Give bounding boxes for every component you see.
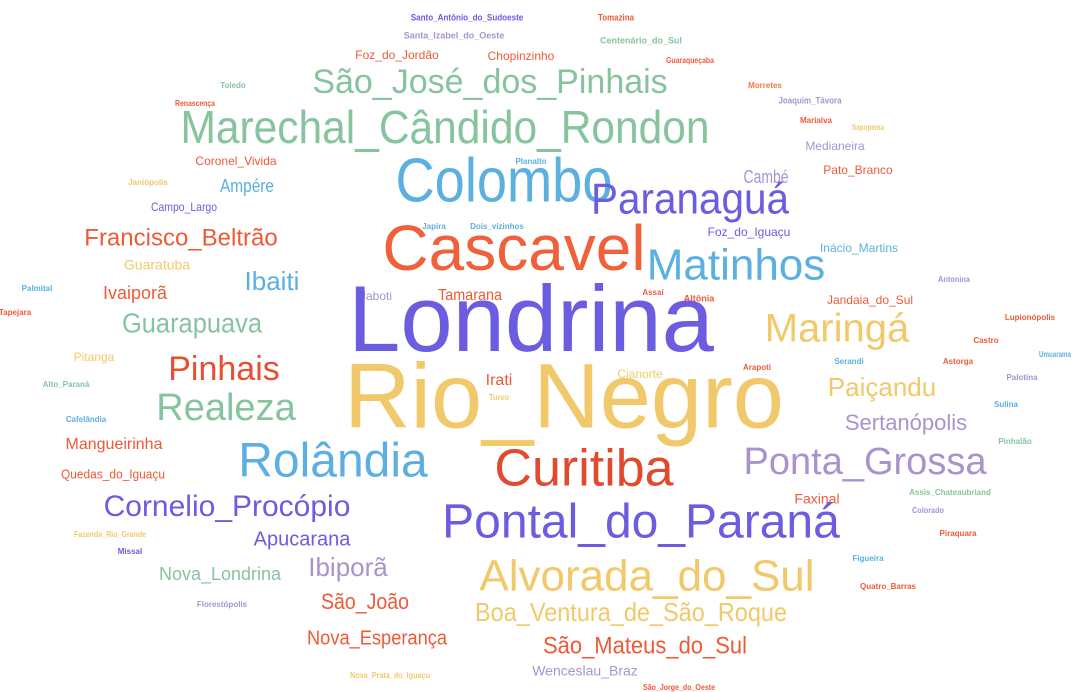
word: Realeza (156, 387, 296, 429)
word: Janiópolis (128, 178, 168, 187)
word: Colorado (912, 506, 944, 515)
word: Sapopema (852, 123, 884, 132)
word: Tomazina (598, 12, 635, 22)
word: Sertanópolis (845, 410, 967, 435)
word: Ibaiti (245, 266, 300, 296)
word: Maringá (765, 307, 910, 351)
word: Irati (486, 372, 513, 389)
word: Pontal_do_Paraná (442, 496, 840, 549)
word: Joaquim_Távora (779, 95, 843, 105)
word: Toledo (220, 81, 246, 90)
word: Cascavel (382, 212, 645, 284)
word: Fazenda_Rio_Grande (74, 530, 146, 539)
word: Japira (422, 222, 446, 231)
word: Florestópolis (197, 600, 248, 609)
word: Nova_Londrina (159, 564, 282, 585)
word: Medianeira (805, 139, 865, 153)
word: Assaí (642, 288, 664, 297)
word: Morretes (748, 81, 782, 90)
word: Ibiporã (308, 552, 388, 582)
word: Curitiba (494, 440, 673, 498)
word: Alto_Paraná (43, 380, 90, 389)
word: Palmital (22, 284, 53, 293)
word: Cambé (744, 167, 789, 187)
word: São_Jorge_do_Oeste (643, 683, 715, 692)
word: Quatro_Barras (860, 582, 917, 591)
word: Serandi (834, 357, 863, 366)
word: Ivaiporã (103, 283, 168, 303)
word: Antonina (938, 275, 970, 284)
word: Rio_Negro (344, 345, 784, 447)
word: Cianorte (617, 367, 663, 381)
word: Palotina (1006, 373, 1038, 382)
word: Chopinzinho (488, 49, 555, 63)
word: Paranaguá (591, 175, 789, 224)
word: Wenceslau_Braz (532, 663, 638, 679)
word: Marechal_Cândido_Rondon (181, 101, 710, 153)
word: Campo_Largo (151, 200, 217, 214)
word: Ponta_Grossa (744, 441, 988, 483)
word: Sulina (994, 400, 1019, 409)
word: Nova_Prata_do_Iguaçu (350, 671, 430, 680)
word: Santa_Izabel_do_Oeste (404, 30, 505, 40)
word: Rolândia (238, 435, 428, 488)
word: Francisco_Beltrão (84, 224, 277, 251)
word: Planalto (515, 157, 546, 166)
word: Guarapuava (122, 307, 262, 338)
word: Ampére (220, 176, 274, 196)
word: Arapoti (743, 363, 771, 372)
word: Colombo (396, 146, 613, 215)
word: Altônia (684, 293, 715, 303)
word: Mangueirinha (66, 436, 163, 453)
word: Turvo (489, 393, 509, 402)
word: Umuarama (1039, 350, 1071, 359)
word: Missal (118, 547, 142, 556)
word: Santo_Antônio_do_Sudoeste (411, 12, 524, 22)
word: Guaratuba (124, 257, 190, 273)
word: Jandaia_do_Sul (827, 293, 913, 307)
word: São_Mateus_do_Sul (543, 632, 747, 659)
word: Figueira (852, 554, 884, 563)
word: Assis_Chateaubriand (909, 488, 991, 497)
word: Alvorada_do_Sul (479, 552, 814, 601)
word: Pinhalão (998, 437, 1031, 446)
word: Inácio_Martins (820, 241, 898, 255)
word: Guaraqueçaba (666, 56, 714, 65)
word: Tapejara (0, 308, 32, 317)
word: Nova_Esperança (307, 627, 448, 649)
word: Matinhos (647, 241, 826, 290)
word: Cornelio_Procópio (104, 490, 351, 523)
word: Foz_do_Iguaçu (708, 225, 791, 239)
word: Tamarana (438, 287, 502, 304)
word: Castro (973, 336, 998, 345)
word: Dois_vizinhos (470, 222, 524, 231)
word: Lupionópolis (1005, 313, 1056, 322)
word: Foz_do_Jordão (355, 48, 439, 62)
word: Paiçandu (828, 372, 936, 402)
word: Londrina (348, 266, 715, 371)
word: São_José_dos_Pinhais (312, 63, 667, 101)
word: São_João (321, 589, 409, 614)
word: Piraquara (940, 529, 977, 538)
word: Pitanga (74, 350, 115, 364)
word: Centenário_do_Sul (600, 35, 682, 45)
word: Cafelândia (66, 415, 107, 424)
word: Pato_Branco (823, 163, 893, 177)
word: Faxinal (794, 491, 839, 507)
word: Pinhais (168, 350, 280, 388)
word: Apucarana (254, 528, 352, 550)
word: Coronel_Vivida (195, 154, 276, 168)
word: Marialva (800, 116, 833, 125)
word: Renascença (175, 99, 215, 108)
word: Boa_Ventura_de_São_Roque (475, 597, 787, 627)
word: Astorga (943, 357, 974, 366)
word: Jaboti (360, 289, 392, 303)
word: Quedas_do_Iguaçu (61, 466, 165, 481)
